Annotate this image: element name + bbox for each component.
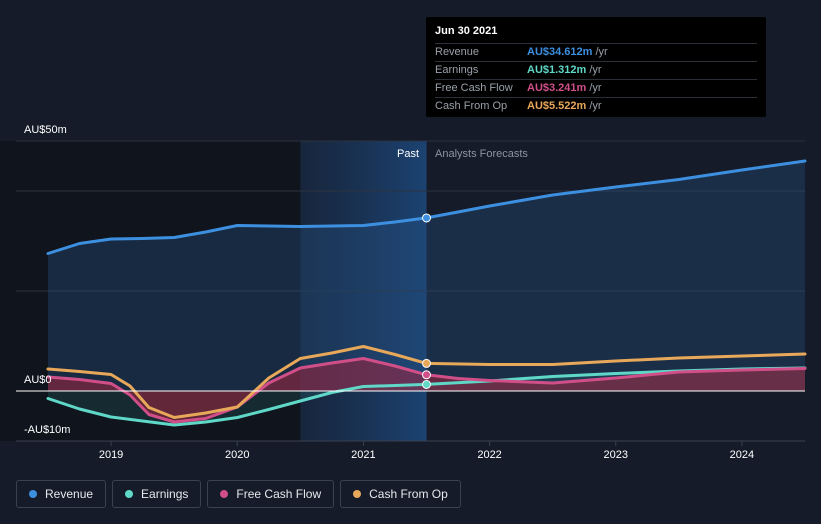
tooltip-value: AU$1.312m — [527, 64, 587, 76]
chart-legend: Revenue Earnings Free Cash Flow Cash Fro… — [16, 480, 461, 508]
x-tick-label: 2020 — [225, 449, 249, 461]
free-cash-flow-line — [46, 357, 807, 424]
earnings-marker — [422, 379, 431, 389]
legend-label: Cash From Op — [369, 487, 448, 501]
tooltip-unit: /yr — [589, 100, 602, 112]
revenue-line — [46, 159, 807, 255]
x-tick-label: 2019 — [99, 449, 123, 461]
tooltip-row-revenue: Revenue AU$34.612m /yr — [435, 43, 757, 61]
x-tick-label: 2024 — [730, 449, 754, 461]
free-cash-flow-dot-icon — [220, 490, 229, 498]
tooltip-row-free-cash-flow: Free Cash Flow AU$3.241m /yr — [435, 79, 757, 97]
legend-label: Revenue — [45, 487, 94, 501]
tooltip-label: Free Cash Flow — [435, 82, 513, 94]
cash-from-op-line — [46, 345, 807, 419]
y-tick-label-top: AU$50m — [24, 124, 67, 136]
legend-label: Earnings — [141, 487, 189, 501]
free-cash-flow-marker — [422, 370, 431, 380]
tooltip-unit: /yr — [589, 64, 602, 76]
tooltip-label: Earnings — [435, 64, 479, 76]
past-label: Past — [397, 148, 419, 160]
tooltip-value: AU$34.612m — [527, 46, 593, 58]
cash-from-op-marker — [422, 358, 431, 368]
legend-item-revenue[interactable]: Revenue — [16, 480, 107, 508]
tooltip-value: AU$3.241m — [527, 82, 587, 94]
x-tick-label: 2021 — [351, 449, 375, 461]
legend-item-free-cash-flow[interactable]: Free Cash Flow — [207, 480, 335, 508]
cash-from-op-dot-icon — [353, 490, 362, 498]
y-tick-label-zero: AU$0 — [24, 374, 52, 386]
tooltip-row-earnings: Earnings AU$1.312m /yr — [435, 61, 757, 79]
legend-item-cash-from-op[interactable]: Cash From Op — [340, 480, 461, 508]
tooltip-unit: /yr — [595, 46, 608, 58]
revenue-area — [48, 161, 805, 391]
tooltip-label: Revenue — [435, 46, 480, 58]
data-tooltip: Jun 30 2021 Revenue AU$34.612m /yr Earni… — [426, 17, 766, 117]
tooltip-unit: /yr — [589, 82, 602, 94]
tooltip-row-cash-from-op: Cash From Op AU$5.522m /yr — [435, 97, 757, 115]
y-tick-label-bottom: -AU$10m — [24, 424, 70, 436]
legend-item-earnings[interactable]: Earnings — [112, 480, 202, 508]
earnings-line — [46, 366, 807, 427]
tooltip-label: Cash From Op — [435, 100, 508, 112]
tooltip-date: Jun 30 2021 — [435, 25, 498, 37]
forecast-label: Analysts Forecasts — [435, 148, 528, 160]
x-tick-label: 2022 — [477, 449, 501, 461]
earnings-dot-icon — [125, 490, 134, 498]
legend-label: Free Cash Flow — [236, 487, 322, 501]
revenue-marker — [422, 213, 431, 223]
revenue-dot-icon — [29, 490, 37, 498]
tooltip-value: AU$5.522m — [527, 100, 587, 112]
x-tick-label: 2023 — [604, 449, 628, 461]
